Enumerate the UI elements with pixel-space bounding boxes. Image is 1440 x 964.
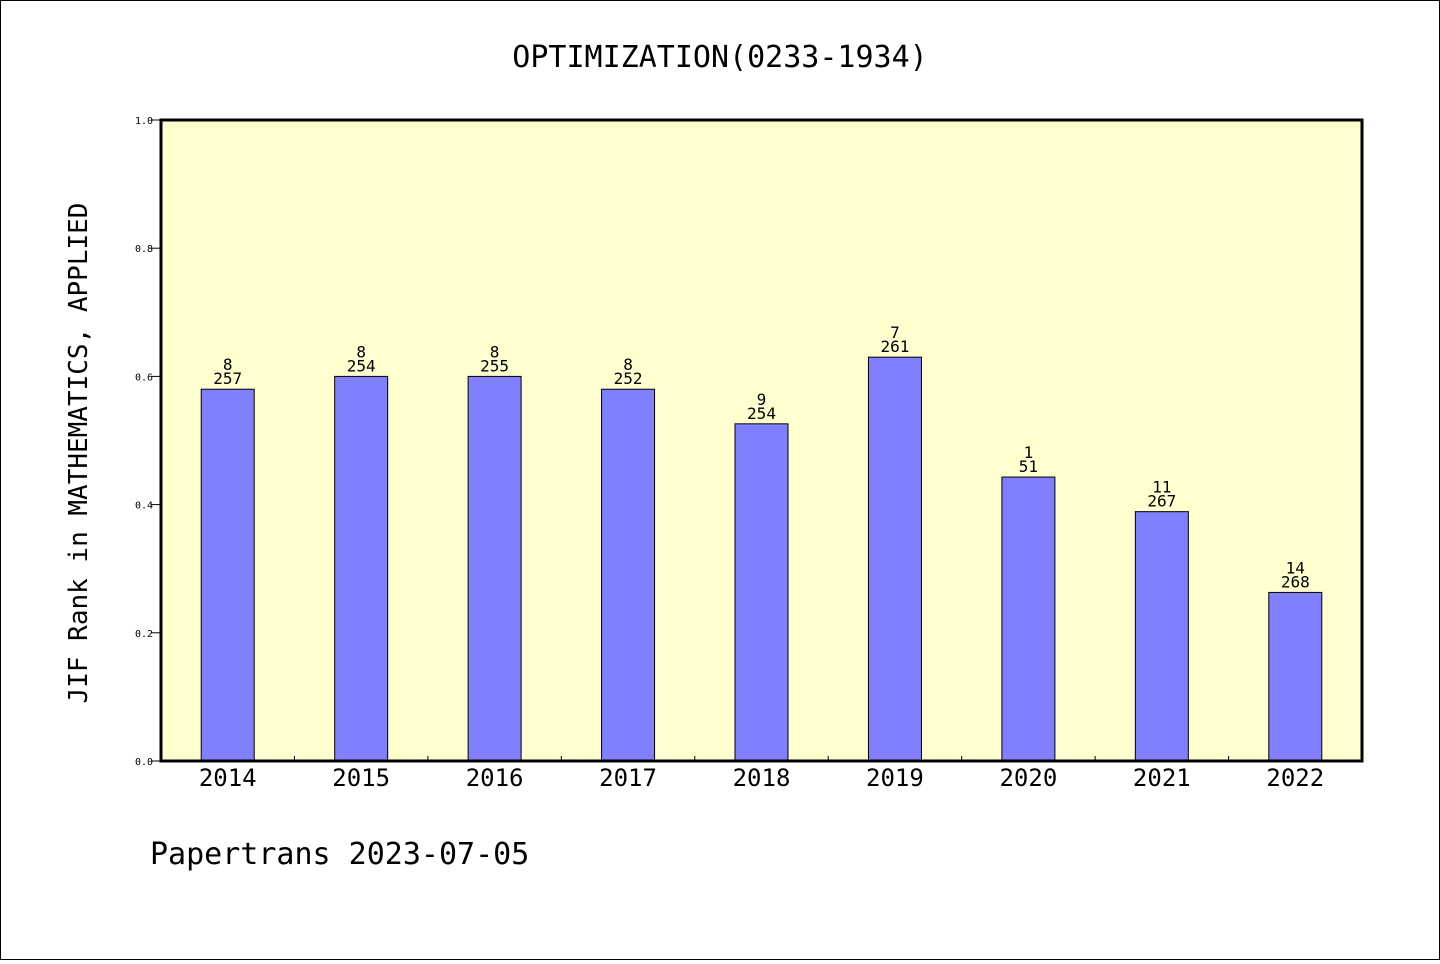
bar-rank-label: 8 <box>356 342 366 361</box>
y-tick-label: 0.4 <box>135 501 153 512</box>
y-tick-label: 0.8 <box>135 244 153 255</box>
bar-rank-label: 11 <box>1152 478 1171 497</box>
bar-total-label: 254 <box>747 404 776 423</box>
bar-total-label: 257 <box>213 369 242 388</box>
bar-total-label: 268 <box>1281 572 1310 591</box>
bar-rank-label: 9 <box>757 390 767 409</box>
chart-title: OPTIMIZATION(0233-1934) <box>512 40 927 75</box>
y-axis: 0.0 0.2 0.4 0.6 0.8 1.0 <box>135 116 161 768</box>
footer-text: Papertrans 2023-07-05 <box>150 837 529 872</box>
bar-2018 <box>734 423 789 762</box>
bar-2020 <box>1001 476 1056 762</box>
bar-rank-label: 1 <box>1024 443 1034 462</box>
bar-total-label: 252 <box>614 369 643 388</box>
bar-2016 <box>467 375 522 762</box>
bar-total-label: 254 <box>347 356 376 375</box>
x-tick-label: 2021 <box>1133 764 1191 792</box>
bars <box>200 356 1323 762</box>
x-tick-label: 2014 <box>199 764 257 792</box>
x-axis: 2014 2015 2016 2017 2018 2019 2020 2021 2022 <box>199 756 1324 792</box>
bar-2017 <box>601 388 656 762</box>
x-tick-label: 2022 <box>1266 764 1324 792</box>
y-axis-label: JIF Rank in MATHEMATICS, APPLIED <box>64 203 94 704</box>
y-tick-label: 0.6 <box>135 372 153 383</box>
bar-rank-label: 8 <box>223 355 233 374</box>
bar-total-label: 261 <box>880 337 909 356</box>
bar-2021 <box>1134 511 1189 762</box>
y-tick-label: 1.0 <box>135 116 153 127</box>
x-tick-label: 2020 <box>999 764 1057 792</box>
bar-2022 <box>1268 591 1323 762</box>
y-tick-label: 0.2 <box>135 629 153 640</box>
bar-2015 <box>334 375 389 762</box>
x-tick-label: 2018 <box>733 764 791 792</box>
x-tick-label: 2017 <box>599 764 657 792</box>
bar-rank-label: 8 <box>623 355 633 374</box>
bar-rank-label: 14 <box>1286 558 1305 577</box>
bar-2014 <box>200 388 255 762</box>
bar-total-label: 51 <box>1019 457 1038 476</box>
x-tick-label: 2016 <box>466 764 524 792</box>
x-tick-label: 2019 <box>866 764 924 792</box>
bar-rank-label: 7 <box>890 323 900 342</box>
bar-2019 <box>867 356 922 762</box>
bar-total-label: 255 <box>480 356 509 375</box>
bar-total-label: 267 <box>1147 492 1176 511</box>
y-tick-label: 0.0 <box>135 757 153 768</box>
plot-border <box>159 118 1364 763</box>
bar-rank-label: 8 <box>490 342 500 361</box>
x-tick-label: 2015 <box>332 764 390 792</box>
